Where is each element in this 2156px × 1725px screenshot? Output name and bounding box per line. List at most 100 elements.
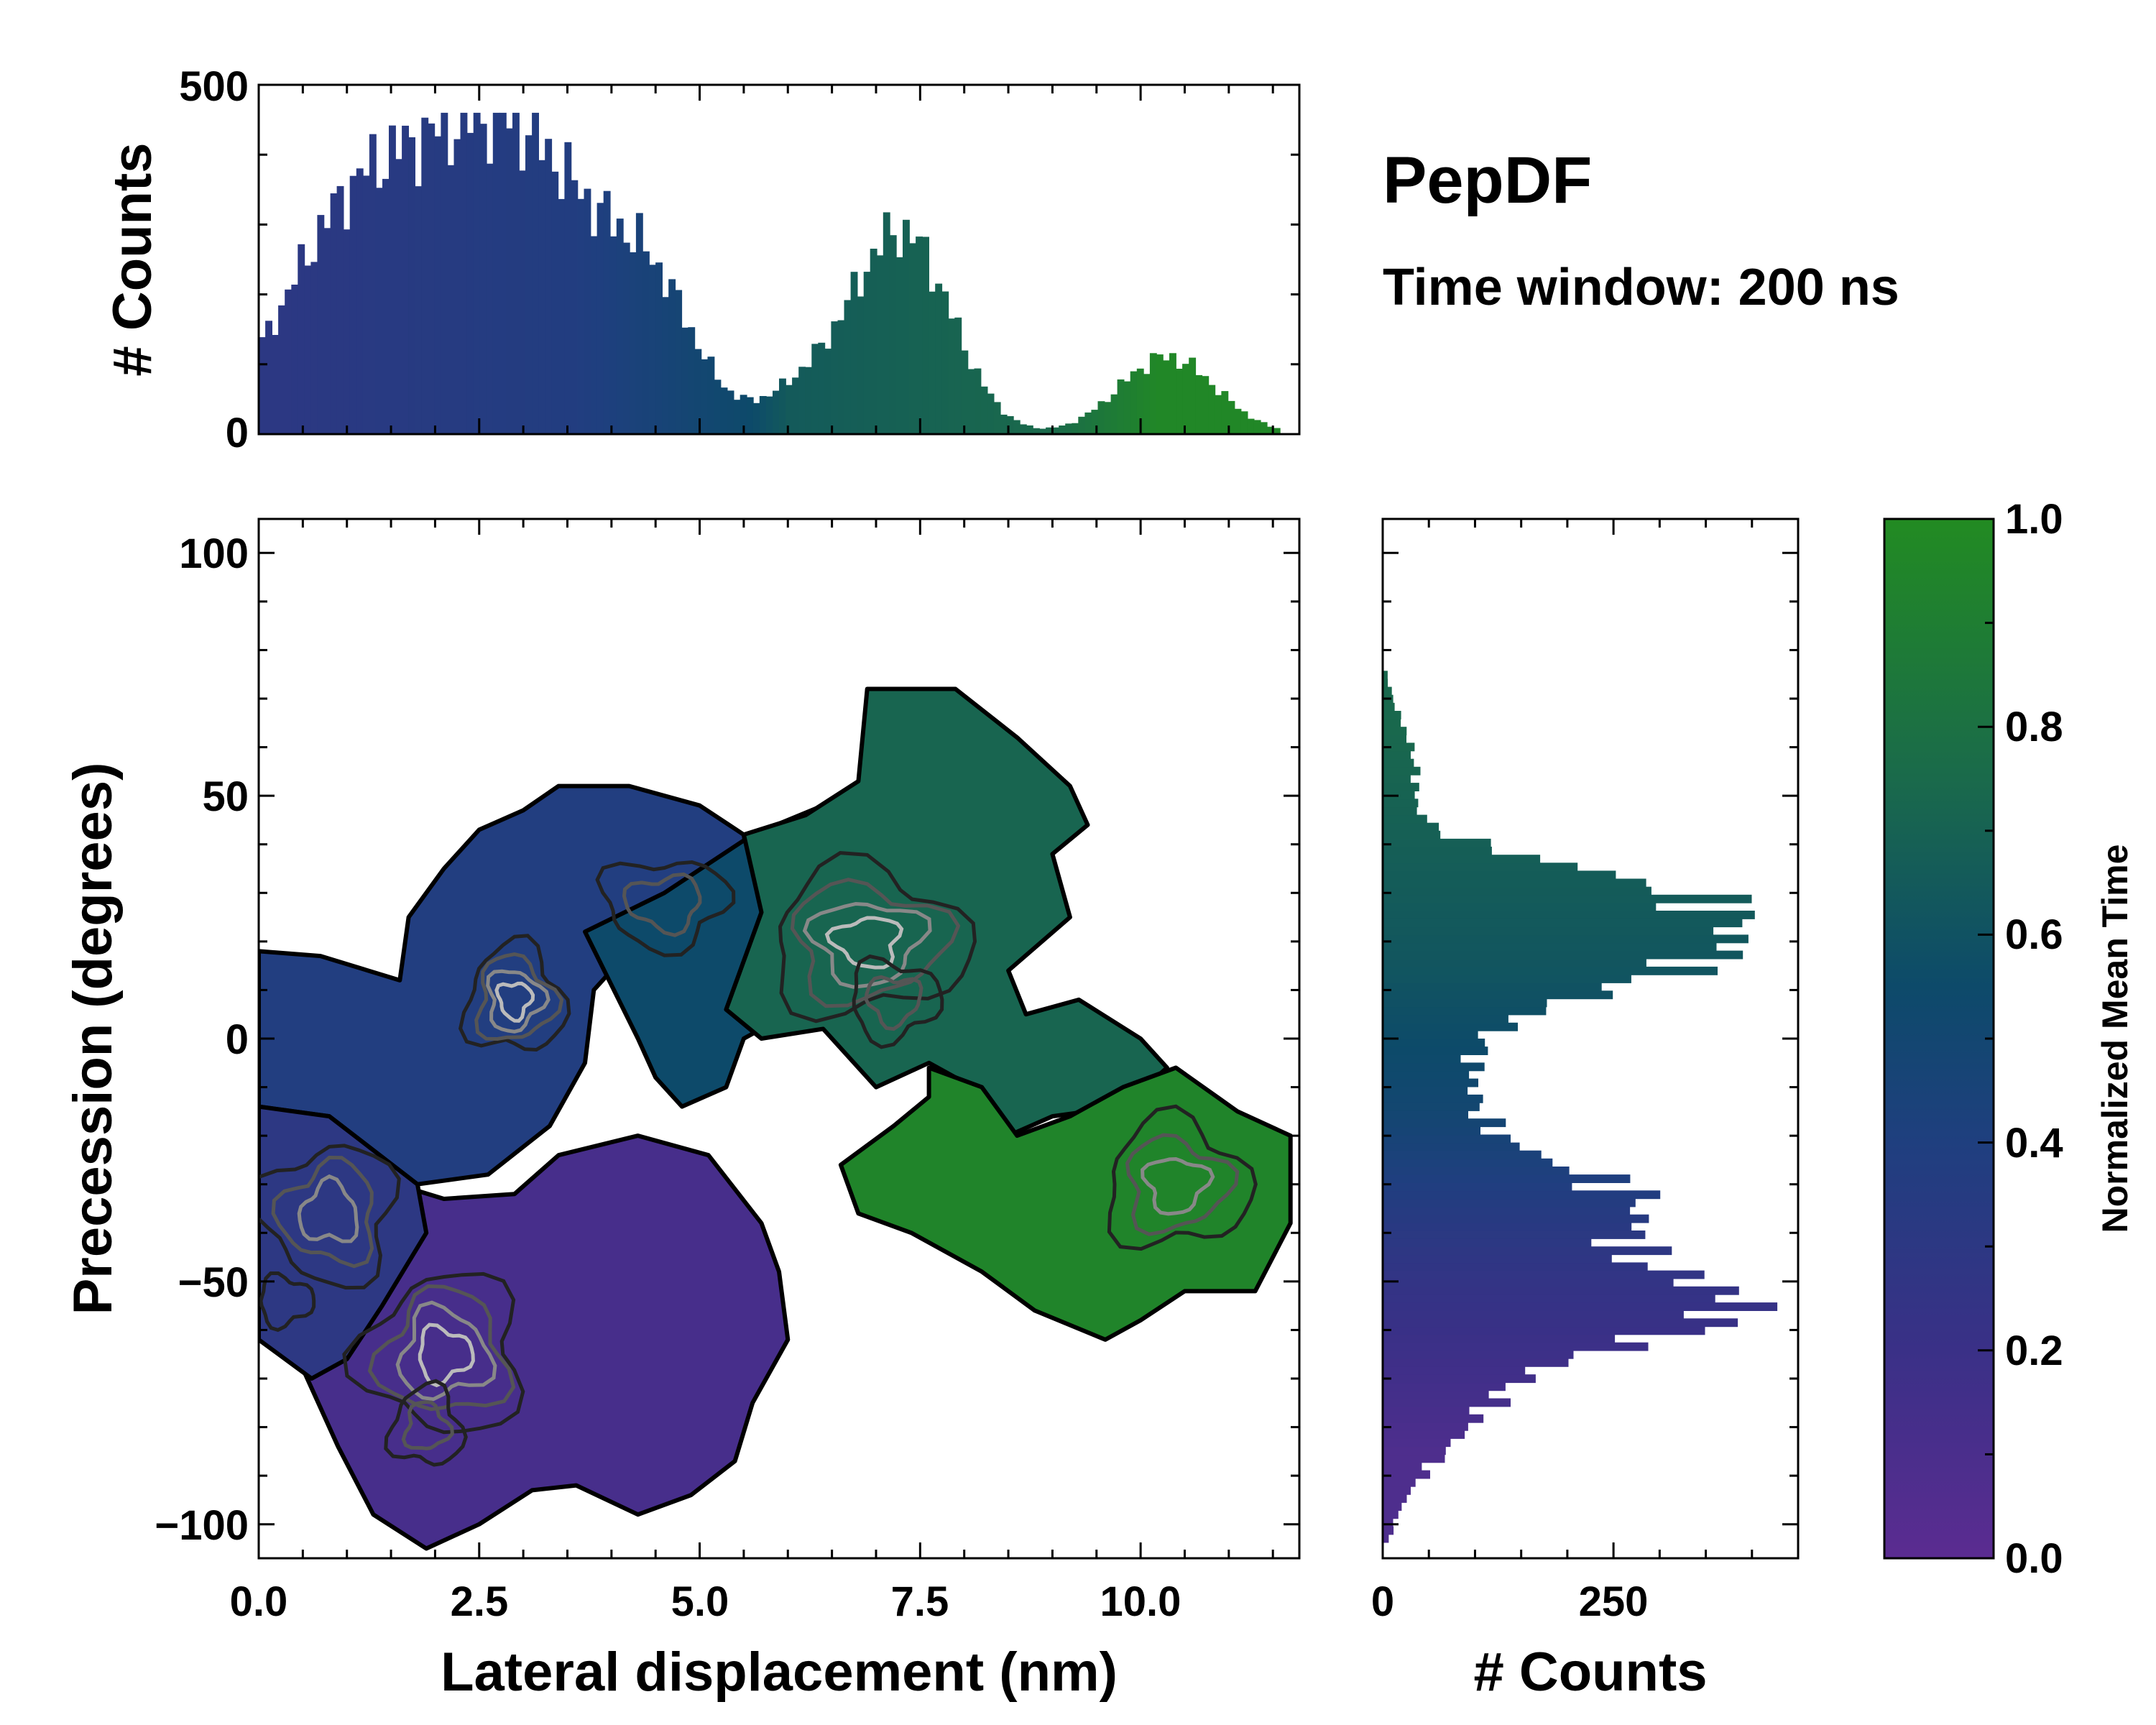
right-histogram-bar (1383, 847, 1492, 855)
top-histogram-bar (727, 390, 734, 434)
top-histogram-bar (441, 112, 448, 434)
top-histogram-bar (765, 396, 773, 434)
top-histogram-bar (1240, 411, 1248, 434)
top-histogram-bar (1143, 374, 1151, 434)
top-histogram-bar (961, 350, 969, 434)
top-histogram-bar (1215, 395, 1222, 434)
right-histogram-bar (1383, 1126, 1480, 1136)
right-histogram-bar (1383, 1302, 1778, 1311)
right-histogram-bar (1383, 1150, 1542, 1159)
right-histogram-bar (1383, 1094, 1483, 1103)
top-histogram-bar (1123, 381, 1131, 434)
top-histogram-bar (590, 236, 598, 434)
contour-ring (778, 851, 977, 1024)
top-histogram-bar (649, 264, 656, 434)
right-histogram-bar (1383, 975, 1631, 983)
top-histogram-bar (395, 159, 402, 434)
right-histogram-bar (1383, 1078, 1478, 1087)
right-histogram-bar (1383, 1494, 1407, 1503)
xtick-label-2-5: 2.5 (451, 1578, 509, 1625)
top-histogram-bar (421, 117, 429, 434)
top-histogram-bar (447, 165, 455, 434)
top-histogram-bar (1072, 423, 1079, 434)
top-histogram-bars (259, 112, 1299, 434)
right-histogram-bars (1383, 671, 1778, 1543)
top-histogram-bar (974, 368, 982, 434)
right-histogram-bar (1383, 1414, 1484, 1423)
top-histogram-bar (310, 262, 318, 434)
chart-title: PepDF (1383, 144, 1592, 217)
top-histogram-bar (831, 321, 839, 434)
top-histogram-bar (486, 163, 494, 434)
top-histogram-bar (434, 136, 442, 434)
right-histogram-bar (1383, 1262, 1648, 1271)
right-histogram-bar (1383, 830, 1441, 840)
right-histogram-bar (1383, 942, 1717, 952)
right-histogram-bar (1383, 1254, 1612, 1264)
right-histogram-bar (1383, 983, 1602, 991)
top-histogram-bar (428, 123, 436, 434)
top-histogram-frame (257, 83, 1301, 436)
contour-ring (395, 1300, 497, 1402)
top-histogram-bar (675, 290, 683, 434)
top-histogram-bar (909, 243, 916, 434)
top-histogram-bar (786, 385, 793, 434)
right-histogram-bar (1383, 1366, 1526, 1375)
right-histogram-bar (1383, 758, 1414, 768)
top-histogram-bar (389, 125, 396, 434)
top-histogram-bar (453, 139, 461, 434)
contour-ring (297, 1174, 359, 1243)
right-histogram-bar (1383, 678, 1388, 688)
top-histogram: 0 500 # Counts (102, 63, 1301, 456)
cbar-tick-0: 0.0 (2005, 1535, 2063, 1582)
right-histogram-bar (1383, 1286, 1739, 1295)
top-histogram-bar (746, 397, 754, 434)
contour-ring (824, 916, 904, 970)
top-histogram-bar (622, 242, 630, 434)
main-ticks (257, 519, 1299, 1558)
right-histogram-bar (1383, 878, 1646, 888)
top-histogram-bar (1033, 428, 1040, 434)
contour-ring (474, 952, 564, 1041)
top-histogram-bar (714, 380, 722, 434)
top-histogram-bar (662, 297, 669, 434)
top-histogram-bar (759, 396, 767, 434)
colorbar: 0.0 0.2 0.4 0.6 0.8 1.0 Normalized Mean … (1883, 496, 2135, 1582)
colorbar-label: Normalized Mean Time (2095, 845, 2135, 1233)
top-histogram-bar (545, 139, 553, 434)
right-histogram-bar (1383, 870, 1616, 880)
right-histogram-xlabel: # Counts (1473, 1642, 1707, 1703)
top-histogram-bar (629, 252, 637, 434)
top-histogram-bar (1130, 371, 1138, 434)
ytick-label-minus-100: −100 (155, 1502, 249, 1549)
right-histogram-bar (1383, 934, 1749, 944)
top-histogram-bar (369, 134, 377, 434)
top-histogram-bar (811, 344, 819, 434)
main-ylabel: Precession (degrees) (63, 763, 124, 1315)
right-histogram-bar (1383, 1167, 1570, 1175)
right-histogram-bar (1383, 950, 1743, 960)
top-ytick-label-0: 0 (226, 410, 249, 456)
contour-ring (401, 1399, 454, 1450)
top-histogram-bar (752, 402, 760, 434)
top-histogram-bar (1039, 428, 1046, 434)
top-histogram-bar (1046, 427, 1053, 434)
right-histogram-bar (1383, 719, 1401, 727)
top-histogram-bar (987, 393, 995, 434)
top-histogram-bar (1266, 426, 1274, 434)
right-histogram-bar (1383, 1398, 1511, 1407)
top-histogram-bar (1156, 354, 1164, 434)
top-histogram-bar (903, 219, 910, 434)
contour-ring (802, 901, 932, 989)
right-histogram-bar (1383, 838, 1491, 847)
ytick-label-50: 50 (202, 773, 249, 820)
top-histogram-bar (1202, 376, 1210, 434)
right-histogram-bar (1383, 958, 1646, 967)
top-histogram-bar (1136, 368, 1144, 434)
top-histogram-bar (1176, 369, 1183, 434)
right-histogram-bar (1383, 1318, 1738, 1328)
right-histogram-bar (1383, 727, 1407, 736)
right-histogram-bar (1383, 926, 1714, 936)
right-histogram-bar (1383, 1118, 1506, 1128)
right-histogram-bar (1383, 1454, 1445, 1463)
